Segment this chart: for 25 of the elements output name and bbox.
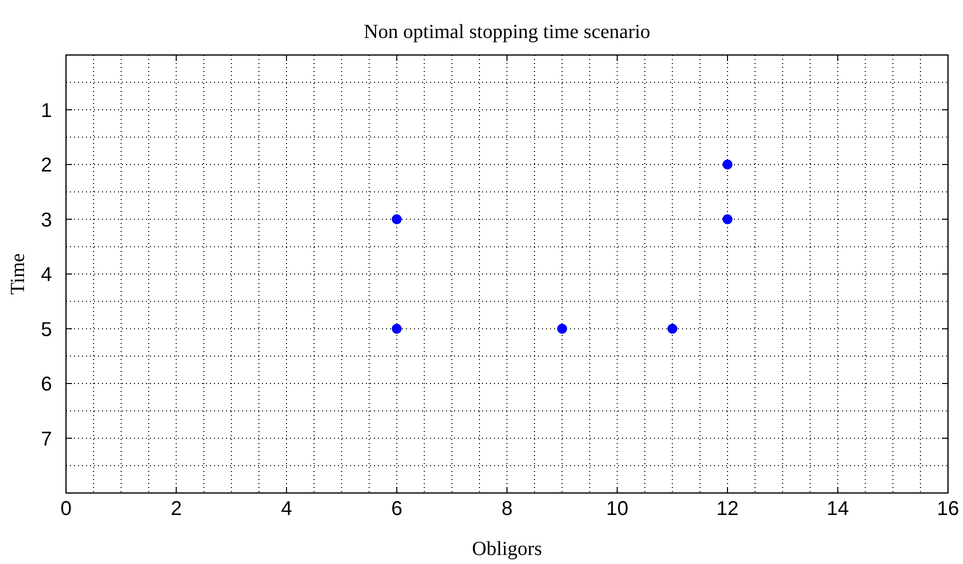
x-tick-label: 16 — [936, 498, 960, 520]
y-tick-label: 2 — [40, 154, 52, 176]
y-tick-label: 1 — [40, 100, 52, 122]
x-tick-label: 2 — [170, 498, 182, 520]
y-tick-label: 5 — [40, 318, 52, 341]
y-axis-title: Time — [7, 253, 29, 295]
point — [392, 324, 402, 334]
x-tick-label: 6 — [391, 498, 402, 520]
x-tick-label: 14 — [826, 498, 849, 520]
x-tick-label: 4 — [280, 498, 292, 520]
x-tick-label: 12 — [716, 498, 739, 520]
chart-title: Non optimal stopping time scenario — [364, 21, 650, 43]
x-axis-title: Obligors — [472, 538, 542, 560]
point — [722, 160, 732, 170]
point — [557, 324, 568, 334]
y-tick-label: 3 — [40, 209, 52, 232]
y-tick-label: 6 — [40, 374, 52, 396]
y-tick-label: 4 — [40, 264, 52, 286]
point — [667, 324, 678, 334]
point — [722, 214, 732, 224]
x-tick-label: 0 — [60, 498, 72, 520]
x-tick-label: 10 — [606, 498, 628, 520]
point — [392, 214, 402, 224]
y-tick-label: 7 — [40, 428, 52, 450]
x-tick-label: 8 — [501, 498, 513, 520]
